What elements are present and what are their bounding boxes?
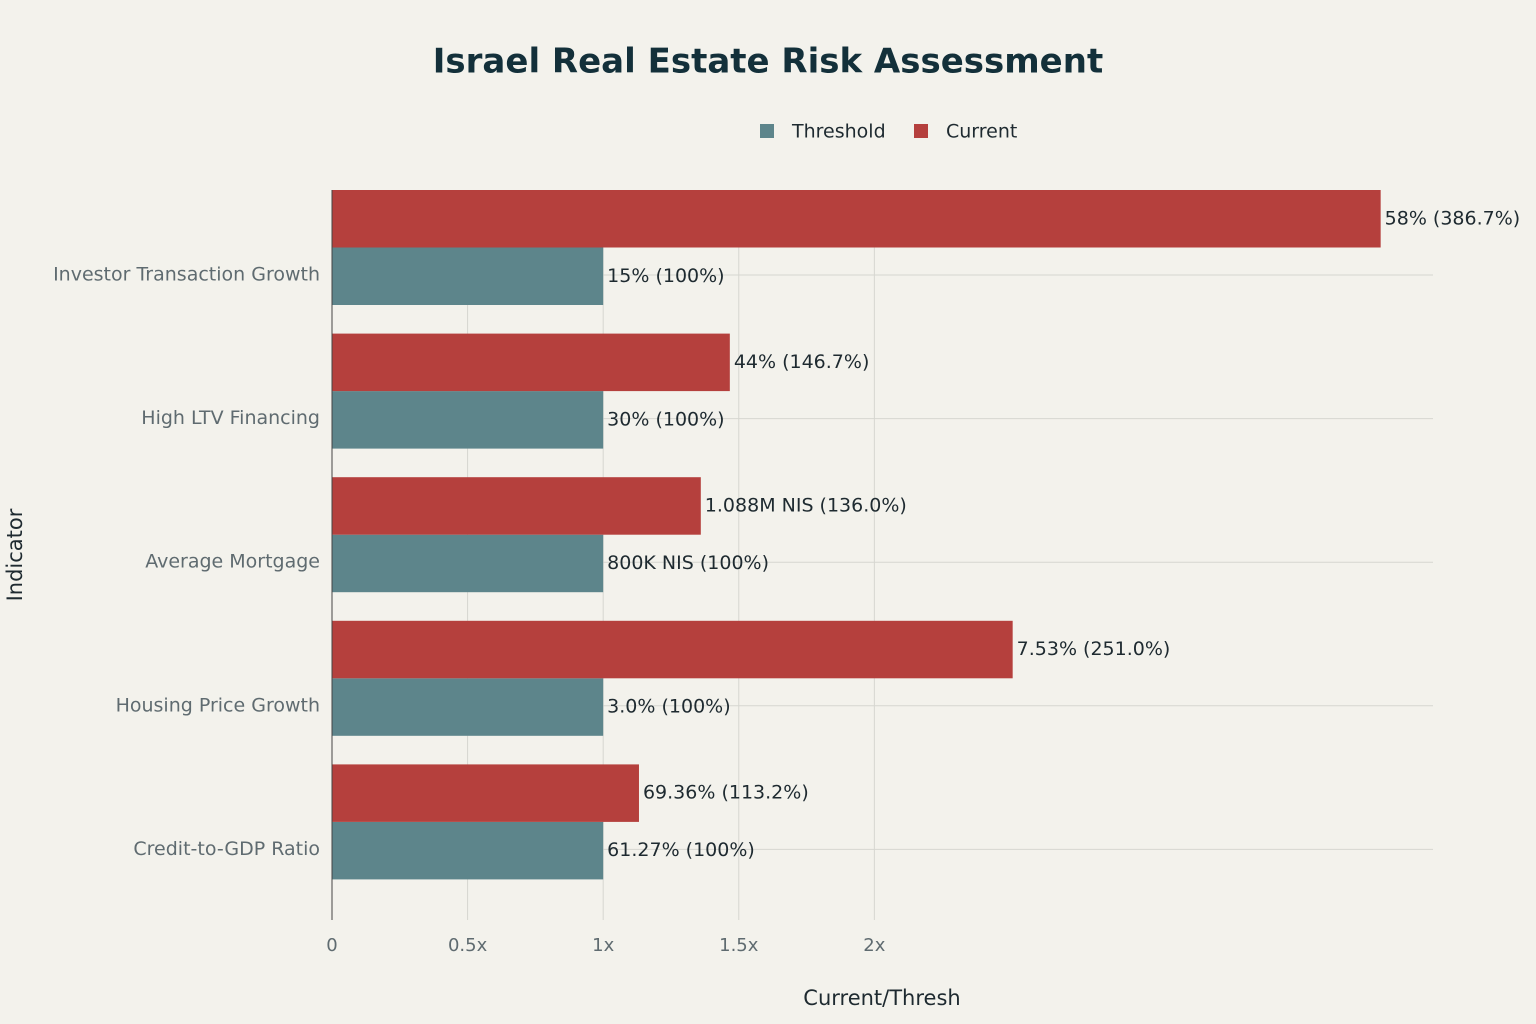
y-tick-label: Average Mortgage <box>145 551 320 573</box>
x-tick-label: 0 <box>326 935 337 956</box>
bar <box>332 190 1381 248</box>
value-label: 7.53% (251.0%) <box>1017 638 1171 660</box>
y-tick-label: Credit-to-GDP Ratio <box>133 838 320 860</box>
y-tick-label: Investor Transaction Growth <box>53 264 320 286</box>
bar <box>332 821 604 880</box>
value-label: 44% (146.7%) <box>734 351 870 373</box>
value-label: 69.36% (113.2%) <box>643 782 809 804</box>
legend-label: Current <box>946 121 1017 143</box>
value-label: 30% (100%) <box>607 408 724 430</box>
x-tick-label: 1x <box>592 935 614 956</box>
value-label: 58% (386.7%) <box>1385 207 1521 229</box>
x-tick-label: 2x <box>863 935 885 956</box>
value-label: 1.088M NIS (136.0%) <box>705 494 907 516</box>
bar <box>332 534 604 593</box>
value-label: 61.27% (100%) <box>607 839 755 861</box>
bar <box>332 620 1013 679</box>
bar <box>332 247 604 305</box>
x-tick-label: 1.5x <box>719 935 759 956</box>
legend-label: Threshold <box>791 121 886 143</box>
legend-swatch <box>914 124 928 138</box>
bar <box>332 764 639 822</box>
bar <box>332 678 604 736</box>
bar <box>332 477 701 535</box>
bar <box>332 333 730 392</box>
bar <box>332 391 604 449</box>
value-label: 15% (100%) <box>607 265 724 287</box>
legend-swatch <box>760 124 774 138</box>
x-tick-label: 0.5x <box>448 935 488 956</box>
value-label: 3.0% (100%) <box>607 696 730 718</box>
chart-title: Israel Real Estate Risk Assessment <box>433 42 1103 82</box>
y-axis-title: Indicator <box>3 508 27 601</box>
x-axis-title: Current/Thresh <box>803 986 960 1010</box>
y-tick-label: High LTV Financing <box>141 407 320 429</box>
y-tick-label: Housing Price Growth <box>116 694 320 716</box>
value-label: 800K NIS (100%) <box>607 552 769 574</box>
